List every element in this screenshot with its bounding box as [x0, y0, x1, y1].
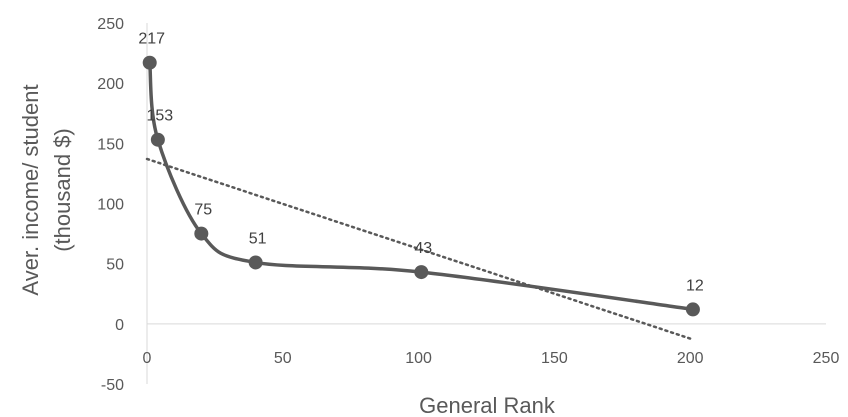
x-tick-label: 250	[813, 350, 840, 367]
y-axis-title-line2: (thousand $)	[50, 128, 75, 252]
data-point	[194, 226, 209, 241]
x-tick-label: 50	[274, 350, 292, 367]
y-tick-label: 0	[115, 317, 124, 334]
x-tick-label: 0	[143, 350, 152, 367]
data-point	[150, 132, 165, 147]
y-tick-label: -50	[101, 377, 124, 394]
y-tick-label: 150	[97, 136, 124, 153]
data-label: 75	[194, 202, 212, 219]
x-tick-label: 200	[677, 350, 704, 367]
data-label: 12	[686, 277, 704, 294]
x-tick-label: 100	[405, 350, 432, 367]
y-tick-label: 250	[97, 16, 124, 33]
trendline-layer	[145, 157, 695, 341]
data-point	[414, 265, 429, 280]
data-labels: 217 153 75 51 43 12	[138, 31, 704, 295]
y-tick-label: 100	[97, 197, 124, 214]
y-tick-label: 200	[97, 76, 124, 93]
x-tick-label: 150	[541, 350, 568, 367]
data-point	[248, 255, 263, 270]
y-tick-label: 50	[106, 257, 124, 274]
trendline	[145, 157, 695, 341]
axes: 0 50 100 150 200 250 -50 0 50 100 150 200 250	[97, 16, 839, 394]
y-axis-title-line1: Aver. income/ student	[18, 84, 43, 295]
series-layer	[142, 55, 700, 317]
y-axis-title: (thousand $)	[50, 128, 75, 252]
data-label: 51	[249, 230, 267, 247]
data-label: 43	[414, 240, 432, 257]
data-point	[142, 55, 157, 70]
data-label: 153	[147, 108, 174, 125]
data-label: 217	[138, 31, 165, 48]
y-axis-title: Aver. income/ student	[18, 84, 43, 295]
x-axis-title: General Rank	[419, 393, 556, 417]
data-point	[685, 302, 700, 317]
